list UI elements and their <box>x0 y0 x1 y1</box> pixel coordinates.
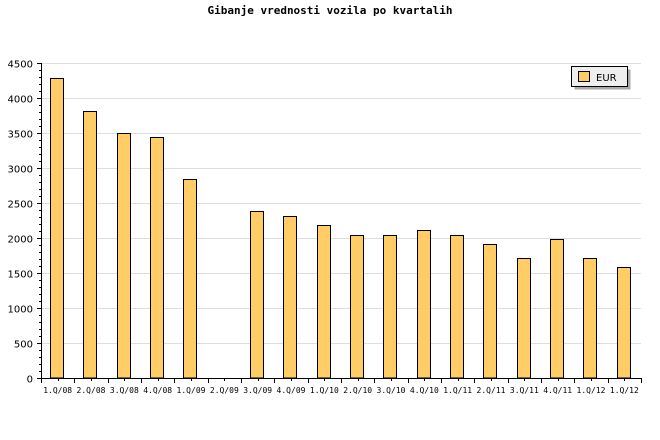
bar-3.Q/09 <box>250 211 264 379</box>
bar-1.Q/08 <box>50 78 64 379</box>
x-tick-label: 3.Q/08 <box>110 386 139 395</box>
bar-2.Q/08 <box>83 111 97 379</box>
y-tick-label: 2500 <box>8 200 33 211</box>
y-tick-label: 500 <box>14 340 33 351</box>
x-tick-label: 1.Q/11 <box>443 386 472 395</box>
y-tick-label: 0 <box>27 375 33 386</box>
bar-4.Q/10 <box>417 230 431 379</box>
y-tick-label: 4500 <box>8 60 33 71</box>
y-tick-label: 2000 <box>8 235 33 246</box>
bar-2.Q/11 <box>483 244 497 379</box>
bar-4.Q/11 <box>550 239 564 379</box>
bar-3.Q/11 <box>517 258 531 379</box>
x-tick-label: 3.Q/11 <box>510 386 539 395</box>
y-tick-label: 1000 <box>8 305 33 316</box>
bar-1.Q/10 <box>317 225 331 379</box>
x-tick-label: 1.Q/09 <box>177 386 206 395</box>
x-tick-label: 4.Q/11 <box>543 386 572 395</box>
bar-1.Q/09 <box>183 179 197 379</box>
x-tick-label: 4.Q/09 <box>277 386 306 395</box>
bar-3.Q/10 <box>383 235 397 379</box>
x-tick-label: 3.Q/09 <box>243 386 272 395</box>
x-tick-label: 4.Q/10 <box>410 386 439 395</box>
x-tick-label: 1.Q/12 <box>577 386 606 395</box>
x-tick-label: 2.Q/11 <box>477 386 506 395</box>
chart-title: Gibanje vrednosti vozila po kvartalih <box>207 4 453 17</box>
bar-4.Q/08 <box>150 137 164 379</box>
x-tick-label: 1.Q/12 <box>610 386 639 395</box>
x-tick-label: 1.Q/10 <box>310 386 339 395</box>
x-tick-label: 4.Q/08 <box>143 386 172 395</box>
legend-label: EUR <box>596 73 617 84</box>
x-tick-label: 1.Q/08 <box>43 386 72 395</box>
bar-1.Q/12 <box>617 267 631 379</box>
x-tick-label: 2.Q/09 <box>210 386 239 395</box>
bar-3.Q/08 <box>117 133 131 379</box>
y-tick-label: 3000 <box>8 165 33 176</box>
y-tick-label: 3500 <box>8 130 33 141</box>
x-tick-label: 3.Q/10 <box>377 386 406 395</box>
x-tick-label: 2.Q/10 <box>343 386 372 395</box>
legend-swatch <box>578 71 590 82</box>
x-tick-label: 2.Q/08 <box>77 386 106 395</box>
bar-1.Q/11 <box>450 235 464 379</box>
y-tick-label: 4000 <box>8 95 33 106</box>
y-tick-label: 1500 <box>8 270 33 281</box>
bar-4.Q/09 <box>283 216 297 379</box>
bar-2.Q/10 <box>350 235 364 379</box>
bar-1.Q/12 <box>583 258 597 379</box>
